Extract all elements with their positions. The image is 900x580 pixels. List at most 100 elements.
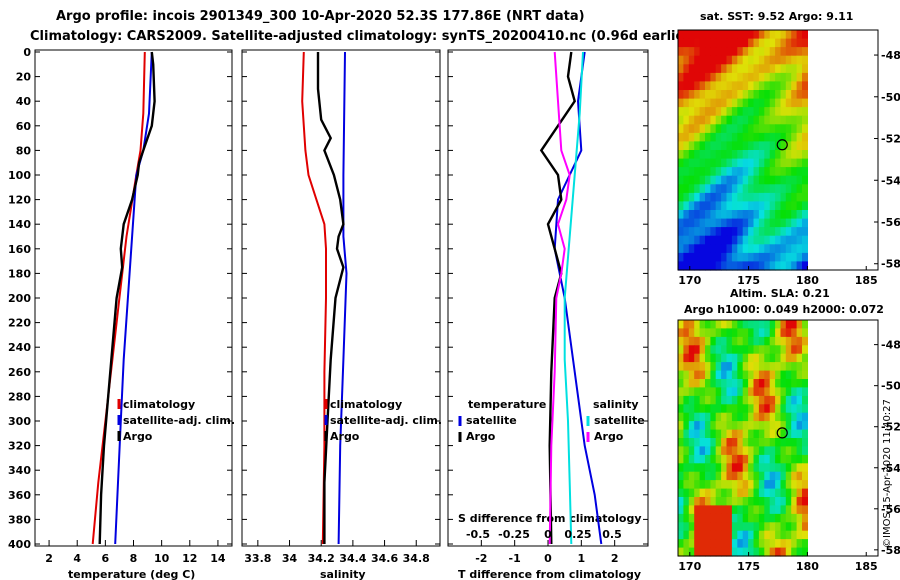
map1-cell [753,454,760,464]
map0-cell [753,235,760,245]
map0-cell [721,175,728,185]
map1-cell [737,412,744,422]
map0-cell [775,38,782,48]
map0-xtick-label: 170 [678,274,701,287]
map1-cell [688,412,695,422]
map1-cell [710,320,717,329]
map0-cell [758,38,765,48]
map1-cell [764,328,771,338]
map1-cell [731,446,738,456]
map0-cell [737,124,744,134]
map1-cell [737,497,744,506]
map1-cell [683,513,690,523]
map1-cell [683,522,690,532]
map0-cell [699,72,706,83]
map0-cell [688,175,695,185]
map0-cell [721,72,728,83]
map0-cell [721,115,728,125]
map0-cell [780,184,787,194]
map1-cell [737,328,744,338]
map0-cell [785,252,792,263]
argo-location-marker [776,427,788,439]
map0-cell [780,47,787,57]
map0-cell [726,261,733,271]
map1-cell [683,497,690,506]
map0-cell [731,261,738,271]
map1-cell [688,530,695,540]
map1-xtick-label: 175 [737,560,760,573]
map0-cell [764,192,771,203]
map0-cell [796,38,803,48]
map1-cell [710,539,717,549]
map1-cell [796,387,803,397]
map1-cell [796,438,803,447]
map0-cell [748,150,755,160]
map1-cell [726,438,733,447]
map0-cell [683,192,690,203]
map1-cell [748,362,755,372]
map0-cell [791,47,798,57]
map1-cell [764,463,771,473]
map0-cell [699,64,706,74]
map1-cell [737,438,744,447]
map1-cell [748,336,755,346]
map1-cell [721,522,728,532]
map1-cell [678,471,684,481]
map1-cell [694,471,701,481]
map0-cell [802,184,808,194]
map0-cell [705,175,711,185]
map1-cell [802,379,808,388]
map1-cell [769,362,776,372]
map0-cell [764,141,771,151]
map0-cell [710,218,717,228]
map0-cell [710,90,717,100]
map0-cell [775,175,782,185]
map1-xtick-label: 185 [855,560,878,573]
map1-ytick-label: -56 [881,503,900,516]
map0-cell [748,167,755,177]
map0-cell [802,47,808,57]
map0-cell [710,98,717,108]
map0-cell [737,115,744,125]
title-line-1: Argo profile: incois 2901349_300 10-Apr-… [56,9,585,24]
map0-cell [802,141,808,151]
map1-cell [758,421,765,431]
map1-cell [802,421,808,431]
map1-cell [731,522,738,532]
map0-cell [758,150,765,160]
map0-cell [753,90,760,100]
map0-ytick-label: -52 [881,133,900,146]
map0-cell [705,141,711,151]
map0-cell [710,235,717,245]
map1-cell [678,404,684,414]
map0-cell [721,98,728,108]
map0-cell [688,167,695,177]
temperature-xtick-label: 14 [210,552,226,565]
map0-cell [694,124,701,134]
map0-cell [742,252,749,263]
diff-legend-label: Argo [466,430,496,443]
map1-cell [785,328,792,338]
map0-cell [796,192,803,203]
map0-cell [688,47,695,57]
map0-cell [791,30,798,40]
map0-cell [791,175,798,185]
map1-cell [699,513,706,523]
map1-cell [769,480,776,490]
title-line-2: Climatology: CARS2009. Satellite-adjuste… [30,29,697,44]
map0-cell [785,210,792,220]
map0-cell [791,184,798,194]
map1-cell [721,454,728,464]
map0-cell [678,98,684,108]
map1-cell [721,404,728,414]
map1-cell [780,522,787,532]
map0-cell [683,124,690,134]
map0-cell [731,184,738,194]
map1-cell [742,522,749,532]
map0-cell [775,261,782,271]
map1-cell [731,379,738,388]
map1-cell [785,387,792,397]
map0-cell [699,218,706,228]
map0-cell [753,115,760,125]
map0-cell [780,261,787,271]
